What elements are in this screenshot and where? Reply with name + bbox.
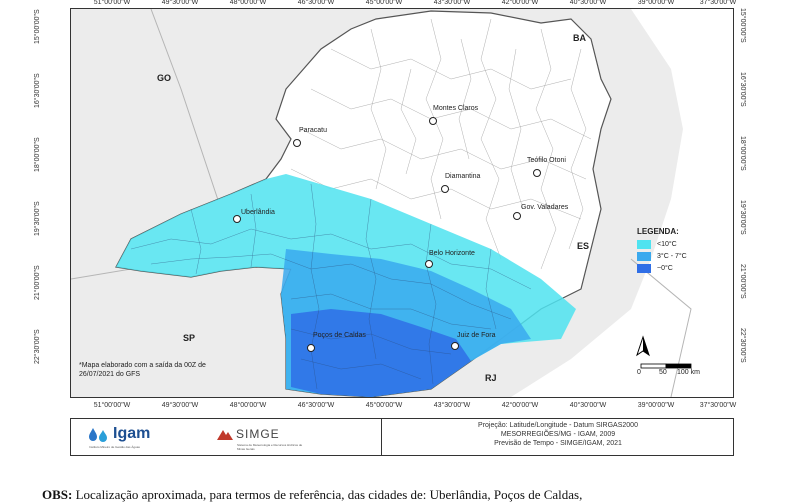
- axis-tick-label: 45°00'00"W: [365, 0, 403, 6]
- axis-tick-label: 49°30'00"W: [161, 0, 199, 6]
- axis-tick-label: 40°30'00"W: [569, 0, 607, 6]
- legend: LEGENDA: <10°C 3°C - 7°C ~0°C: [637, 227, 727, 273]
- footer-line: MESORREGIÕES/MG - IGAM, 2009: [500, 431, 616, 438]
- city-label: Poços de Caldas: [313, 332, 366, 339]
- city-dot: [441, 185, 449, 193]
- map-note-line1: *Mapa elaborado com a saída da 00Z de: [79, 362, 206, 369]
- map-frame[interactable]: GO BA ES SP RJ Paracatu Montes Claros Te…: [70, 8, 734, 398]
- axis-tick-label: 21°00'00"S: [34, 265, 41, 300]
- obs-text: OBS: Localização aproximada, para termos…: [42, 487, 582, 503]
- axis-tick-label: 15°00'00"S: [739, 8, 746, 43]
- legend-title: LEGENDA:: [637, 227, 679, 236]
- legend-swatch: [637, 240, 651, 249]
- axis-tick-label: 46°30'00"W: [297, 402, 335, 409]
- map-note-line2: 26/07/2021 do GFS: [79, 371, 141, 378]
- city-label: Belo Horizonte: [429, 250, 475, 257]
- axis-tick-label: 37°30'00"W: [699, 0, 737, 6]
- ocean-area: [511, 9, 733, 397]
- axis-tick-label: 45°00'00"W: [365, 402, 403, 409]
- city-label: Paracatu: [299, 127, 328, 134]
- city-dot: [307, 344, 315, 352]
- axis-tick-label: 49°30'00"W: [161, 402, 199, 409]
- legend-label: <10°C: [657, 241, 677, 248]
- axis-tick-label: 15°00'00"S: [34, 9, 41, 44]
- map-footer: Igam Instituto Mineiro de Gestão das Águ…: [70, 418, 734, 456]
- axis-tick-label: 39°00'00"W: [637, 402, 675, 409]
- simge-logo: SIMGE: [217, 427, 280, 441]
- legend-item: 3°C - 7°C: [637, 252, 727, 261]
- axis-tick-label: 18°00'00"S: [34, 137, 41, 172]
- igam-logo-text: Igam: [113, 425, 151, 442]
- city-dot: [425, 260, 433, 268]
- city-dot: [293, 139, 301, 147]
- north-label: N: [634, 345, 639, 351]
- city-dot: [233, 215, 241, 223]
- scale-label-end: 100 km: [677, 369, 700, 376]
- city-label: Montes Claros: [433, 105, 479, 112]
- municipal-boundaries: [290, 18, 592, 270]
- city-label: Gov. Valadares: [521, 204, 569, 211]
- footer-line: Projeção: Latitude/Longitude - Datum SIR…: [478, 422, 638, 429]
- legend-item: <10°C: [637, 240, 727, 249]
- legend-swatch: [637, 252, 651, 261]
- igam-logo: Igam: [89, 425, 150, 443]
- axis-tick-label: 19°30'00"S: [739, 200, 746, 235]
- axis-tick-label: 19°30'00"S: [34, 201, 41, 236]
- state-label-go: GO: [157, 73, 172, 83]
- state-label-ba: BA: [573, 33, 586, 43]
- state-label-es: ES: [577, 241, 590, 251]
- axis-tick-label: 51°00'00"W: [93, 0, 131, 6]
- axis-tick-label: 37°30'00"W: [699, 402, 737, 409]
- region-around0: [291, 309, 471, 397]
- axis-tick-label: 42°00'00"W: [501, 402, 539, 409]
- axis-tick-label: 48°00'00"W: [229, 402, 267, 409]
- north-arrow-icon: [636, 335, 650, 357]
- obs-prefix: OBS:: [42, 487, 73, 502]
- axis-tick-label: 48°00'00"W: [229, 0, 267, 6]
- axis-tick-label: 43°30'00"W: [433, 0, 471, 6]
- igam-drops-icon: [89, 428, 107, 442]
- axis-tick-label: 21°00'00"S: [739, 264, 746, 299]
- axis-tick-label: 18°00'00"S: [739, 136, 746, 171]
- axis-tick-label: 22°30'00"S: [739, 328, 746, 363]
- legend-label: ~0°C: [657, 265, 673, 272]
- city-dot: [429, 117, 437, 125]
- city-label: Uberlândia: [241, 209, 275, 216]
- city-label: Diamantina: [445, 173, 481, 180]
- axis-tick-label: 16°30'00"S: [34, 73, 41, 108]
- legend-item: ~0°C: [637, 264, 727, 273]
- map-note: *Mapa elaborado com a saída da 00Z de 26…: [79, 361, 206, 379]
- city-label: Teófilo Otoni: [527, 157, 566, 164]
- axis-tick-label: 22°30'00"S: [34, 329, 41, 364]
- axis-tick-label: 40°30'00"W: [569, 402, 607, 409]
- igam-subtitle: Instituto Mineiro de Gestão das Águas: [89, 445, 140, 449]
- simge-mountain-icon: [217, 430, 233, 440]
- legend-swatch: [637, 264, 651, 273]
- state-label-rj: RJ: [485, 373, 497, 383]
- scale-bar: [640, 363, 692, 369]
- scale-label-zero: 0: [637, 369, 641, 376]
- axis-tick-label: 42°00'00"W: [501, 0, 539, 6]
- city-label: Juiz de Fora: [457, 332, 496, 339]
- obs-body: Localização aproximada, para termos de r…: [72, 487, 583, 502]
- axis-tick-label: 43°30'00"W: [433, 402, 471, 409]
- municipal-boundaries-cold: [130, 183, 532, 390]
- simge-logo-text: SIMGE: [236, 427, 280, 441]
- axis-tick-label: 16°30'00"S: [739, 72, 746, 107]
- city-dot: [513, 212, 521, 220]
- legend-label: 3°C - 7°C: [657, 253, 687, 260]
- footer-divider: [381, 419, 382, 455]
- map-canvas[interactable]: [71, 9, 733, 397]
- footer-credits: Projeção: Latitude/Longitude - Datum SIR…: [383, 421, 733, 448]
- city-dot: [451, 342, 459, 350]
- axis-tick-label: 46°30'00"W: [297, 0, 335, 6]
- city-dot: [533, 169, 541, 177]
- axis-tick-label: 51°00'00"W: [93, 402, 131, 409]
- scale-label-mid: 50: [659, 369, 667, 376]
- state-label-sp: SP: [183, 333, 196, 343]
- footer-line: Previsão de Tempo - SIMGE/IGAM, 2021: [494, 440, 622, 447]
- axis-tick-label: 39°00'00"W: [637, 0, 675, 6]
- simge-subtitle: Sistema de Meteorologia e Recursos Hídri…: [237, 443, 303, 451]
